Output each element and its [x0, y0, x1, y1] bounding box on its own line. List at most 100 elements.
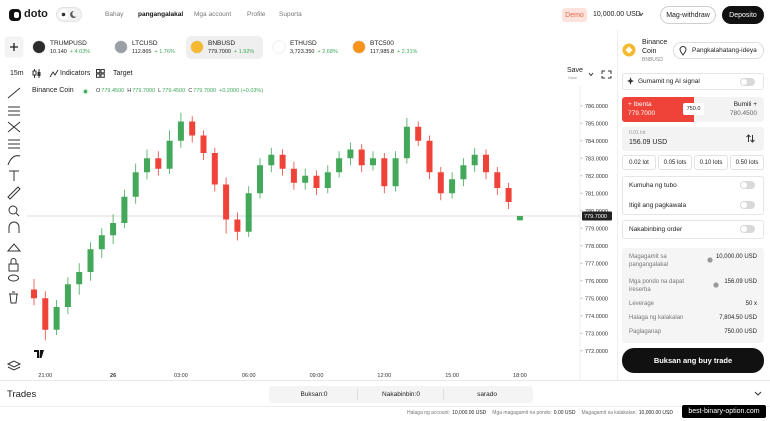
- asset-tab[interactable]: TRUMPUSD 10.140 + 4.03%: [28, 36, 102, 59]
- target-button[interactable]: Target: [113, 70, 133, 77]
- candle-type-icon[interactable]: [32, 68, 42, 79]
- nav-link[interactable]: pangangalakal: [138, 11, 184, 18]
- tool-magnet[interactable]: [8, 221, 20, 233]
- candle-body: [110, 223, 117, 236]
- tool-layers[interactable]: [6, 360, 22, 371]
- asset-quote: 10.140 + 4.03%: [50, 49, 90, 55]
- toggle-label: Nakabinbing order: [629, 226, 683, 233]
- y-tick-label: 773.0000: [585, 331, 608, 337]
- nav-link[interactable]: Suporta: [279, 11, 302, 18]
- asset-icon: [190, 40, 204, 54]
- amount-box[interactable]: [622, 127, 764, 151]
- asset-symbol: BNBUSD: [642, 57, 663, 63]
- footer-item: Halaga ng account: 10,000.00 USD: [407, 410, 486, 416]
- balance[interactable]: 10,000.00 USD: [593, 11, 641, 18]
- tool-channel[interactable]: [8, 139, 20, 149]
- buy-button[interactable]: [694, 97, 764, 122]
- lot-button[interactable]: 0.50 lots: [730, 155, 764, 170]
- asset-quote: 117,985.8 + 2.31%: [370, 49, 417, 55]
- ohlc-key: L: [158, 88, 162, 94]
- ai-signal-toggle[interactable]: [740, 78, 755, 86]
- tool-brush[interactable]: [7, 155, 21, 166]
- tool-delete[interactable]: [9, 291, 18, 304]
- tool-zoom[interactable]: [8, 205, 18, 215]
- withdraw-button[interactable]: Mag-withdraw: [660, 6, 716, 24]
- chart-controls[interactable]: [588, 70, 612, 79]
- tool-ruler[interactable]: [7, 186, 21, 200]
- tool-pattern[interactable]: [7, 121, 21, 133]
- ohlc-key: O: [96, 88, 101, 94]
- candle-body: [449, 179, 456, 194]
- info-label: Paglaganap: [629, 329, 662, 335]
- tool-lock[interactable]: [8, 263, 19, 272]
- tool-visibility[interactable]: [8, 274, 19, 282]
- info-value: 7,804.50 USD: [719, 315, 757, 321]
- layout-icon[interactable]: [96, 69, 105, 78]
- tool-text[interactable]: [9, 170, 19, 181]
- logo-text: doto: [24, 8, 48, 20]
- spread: 750.0: [683, 103, 704, 115]
- ai-signal-box: [622, 73, 764, 90]
- add-asset-button[interactable]: [4, 36, 24, 58]
- nav-link[interactable]: Profile: [247, 11, 266, 18]
- deposit-button[interactable]: Deposito: [722, 6, 764, 24]
- info-icon[interactable]: [713, 282, 719, 288]
- info-icon[interactable]: [707, 257, 713, 263]
- save-button[interactable]: Save: [567, 67, 583, 74]
- toggle-switch[interactable]: [740, 225, 755, 233]
- ohlc-item: C 779.7000: [188, 88, 216, 94]
- nav-link[interactable]: Bahay: [105, 11, 124, 18]
- sell-button[interactable]: [622, 97, 694, 122]
- y-tick-label: 775.0000: [585, 296, 608, 302]
- live-dot: [82, 88, 89, 95]
- asset-change: + 4.03%: [69, 49, 91, 55]
- risk-box: [622, 176, 764, 215]
- info-label: Magagamit sa pangangalakal: [629, 254, 669, 268]
- asset-tab[interactable]: LTCUSD 112.865 + 1.76%: [110, 36, 182, 59]
- candle-body: [415, 126, 422, 141]
- sell-price: 779.7000: [628, 110, 656, 117]
- trade-tab[interactable]: Nakabinbin:0: [382, 391, 420, 398]
- toggle-label: Itigil ang pagkawala: [629, 202, 687, 209]
- trade-tab[interactable]: sarado: [477, 391, 497, 398]
- asset-tab[interactable]: BNBUSD 779.7000 + 1.92%: [186, 36, 263, 59]
- candle-body: [234, 219, 241, 232]
- swap-icon[interactable]: [746, 134, 755, 143]
- submit-button[interactable]: Buksan ang buy trade: [622, 348, 764, 373]
- info-icon-circle: [707, 257, 713, 263]
- toggle-switch[interactable]: [740, 201, 755, 209]
- theme-toggle[interactable]: [56, 7, 82, 22]
- candle-body: [87, 249, 94, 272]
- tool-drawmode[interactable]: [6, 243, 22, 252]
- y-tick-label: 778.0000: [585, 244, 608, 250]
- asset-price: 10.140: [50, 49, 67, 55]
- y-tick-label: 781.0000: [585, 191, 608, 197]
- save-subtitle: Save: [568, 75, 578, 80]
- nav-link[interactable]: Mga account: [194, 11, 232, 18]
- tool-fib[interactable]: [8, 106, 20, 116]
- indicators-icon: [49, 69, 59, 78]
- bottom-divider: [0, 380, 770, 381]
- interval[interactable]: 15m: [10, 70, 24, 77]
- info-value: 750.00 USD: [724, 329, 757, 335]
- toggle-switch[interactable]: [740, 181, 755, 189]
- lot-button[interactable]: 0.10 lots: [694, 155, 728, 170]
- footer-item: Magagamit sa kalakalan: 10,000.00 USD: [581, 410, 673, 416]
- indicators-button[interactable]: Indicators: [60, 70, 91, 77]
- trade-tab[interactable]: Buksan:0: [300, 391, 328, 398]
- candle-body: [76, 272, 83, 285]
- ohlc-value: 779.7000: [132, 88, 156, 94]
- asset-tab[interactable]: ETHUSD 3,723.350 + 2.68%: [268, 36, 342, 59]
- lot-button[interactable]: 0.05 lots: [658, 155, 692, 170]
- ai-icon: [627, 77, 634, 85]
- overview-button[interactable]: Pangkalahatang-ideya: [673, 42, 764, 59]
- tool-line[interactable]: [7, 87, 21, 99]
- candle-body: [483, 154, 489, 173]
- ohlc-legend: O 779.4500 H 779.7000 L 779.4500 C 779.7000 +0.2…: [96, 88, 263, 94]
- collapse-chevron[interactable]: [754, 391, 762, 397]
- lot-button[interactable]: 0.02 lot: [622, 155, 656, 170]
- asset-change: + 1.76%: [154, 49, 175, 55]
- asset-tab[interactable]: BTC500 117,985.8 + 2.31%: [348, 36, 428, 59]
- candle-body: [426, 140, 433, 173]
- logo-icon: [9, 9, 21, 21]
